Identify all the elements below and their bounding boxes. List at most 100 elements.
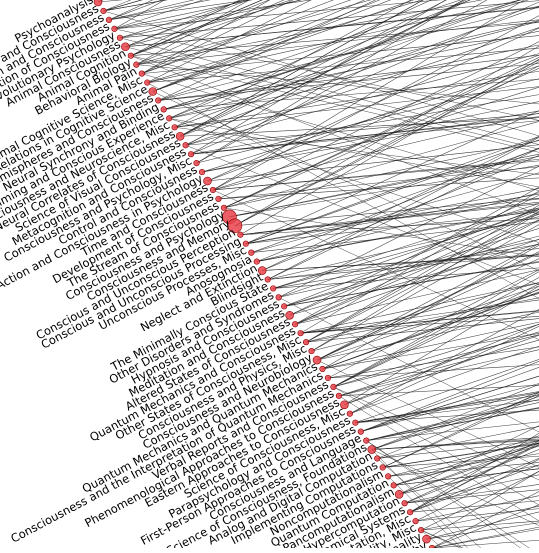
edge-line: [382, 442, 539, 468]
edge-line: [360, 367, 539, 432]
edge-line: [196, 0, 464, 164]
edge-line: [289, 194, 539, 316]
edge-line: [366, 407, 539, 441]
edge-line: [251, 221, 539, 253]
node-layer: [93, 0, 436, 552]
edge-line: [284, 207, 539, 307]
edge-line: [196, 0, 488, 164]
edge-line: [333, 271, 539, 388]
edge-line: [311, 293, 539, 352]
edge-line: [174, 70, 539, 128]
edge-line: [355, 409, 539, 423]
edge-line: [262, 255, 539, 271]
edge-line: [415, 495, 539, 522]
edge-line: [185, 53, 539, 146]
edge-line: [245, 136, 539, 244]
edge-line: [322, 333, 539, 370]
edge-line: [234, 61, 539, 227]
edge-line: [234, 65, 539, 227]
edge-line: [234, 45, 539, 227]
edge-line: [333, 334, 539, 388]
node-circle: [292, 321, 299, 328]
edge-line: [333, 283, 539, 388]
edge-line: [190, 1, 539, 155]
edge-line: [278, 239, 539, 298]
edge-line: [305, 211, 539, 343]
edge-line: [141, 35, 539, 74]
node-circle: [335, 392, 343, 399]
edge-line: [212, 0, 525, 191]
edge-line: [300, 190, 539, 334]
edge-line: [119, 37, 539, 145]
edge-line: [382, 395, 539, 468]
edge-line: [300, 310, 539, 334]
edge-line: [267, 148, 539, 280]
edge-line: [130, 0, 263, 56]
edge-line: [273, 267, 539, 289]
edge-line: [234, 197, 539, 227]
edge-line: [360, 375, 539, 432]
edge-line: [163, 30, 539, 110]
edge-line: [426, 522, 539, 540]
edge-line: [388, 453, 539, 477]
node-circle: [237, 231, 244, 238]
edge-line: [191, 116, 539, 155]
edge-line: [240, 58, 539, 235]
edge-line: [136, 0, 483, 65]
edge-line: [103, 10, 539, 137]
edge-line: [152, 91, 539, 272]
edge-line: [300, 316, 539, 334]
node-circle: [379, 464, 386, 471]
node-circle: [401, 500, 408, 507]
edge-line: [114, 0, 313, 30]
edge-line: [355, 391, 539, 423]
edge-line: [355, 392, 539, 423]
edge-line: [333, 386, 539, 506]
edge-line: [420, 470, 539, 531]
edge-line: [409, 442, 539, 513]
node-circle: [330, 383, 337, 390]
edge-line: [284, 228, 539, 307]
node-circle: [308, 347, 315, 355]
edge-line: [125, 46, 539, 150]
node-circle: [187, 151, 195, 158]
edge-line: [218, 177, 539, 200]
edge-line: [207, 27, 539, 182]
edge-line: [125, 0, 249, 48]
node-circle: [203, 176, 212, 186]
node-circle: [422, 534, 431, 544]
node-circle: [209, 186, 217, 194]
node-circle: [148, 87, 158, 96]
edge-line: [212, 112, 539, 191]
edge-line: [169, 118, 539, 188]
edge-line: [377, 393, 539, 459]
edge-line: [229, 153, 539, 218]
edge-line: [278, 297, 539, 433]
edge-line: [360, 383, 539, 432]
edge-line: [180, 0, 447, 137]
node-circle: [412, 518, 419, 525]
edge-line: [267, 137, 539, 280]
edge-line: [388, 462, 539, 477]
edge-line: [388, 476, 468, 553]
edge-line: [338, 349, 539, 397]
edge-line: [327, 364, 539, 379]
edge-line: [130, 0, 292, 56]
edge-line: [377, 440, 539, 459]
edge-line: [114, 28, 539, 121]
edge-line: [322, 289, 539, 370]
edge-line: [152, 0, 366, 92]
node-circle: [264, 276, 271, 283]
node-circle: [215, 195, 222, 203]
edge-line: [229, 164, 539, 218]
edge-line: [207, 54, 539, 182]
node-circle: [253, 258, 260, 265]
edge-line: [174, 0, 520, 128]
edge-line: [141, 73, 539, 191]
edge-line: [245, 193, 539, 244]
edge-line: [273, 244, 539, 289]
edge-line: [316, 359, 539, 468]
edge-line: [229, 156, 539, 218]
edge-line: [415, 508, 539, 522]
edge-line: [300, 299, 539, 334]
